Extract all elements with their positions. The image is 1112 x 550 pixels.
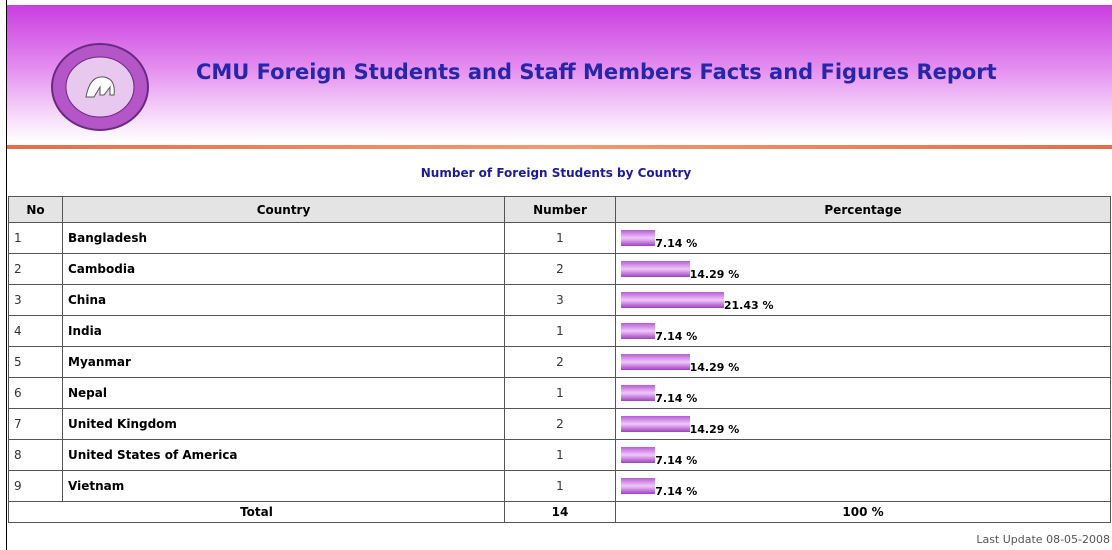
table-row: 2 Cambodia 2 14.29 %	[8, 253, 1111, 285]
divider	[7, 145, 1112, 149]
student-count: 1	[504, 222, 616, 254]
percentage-cell: 21.43 %	[615, 284, 1111, 316]
percentage-label: 7.14 %	[655, 454, 698, 467]
total-row: Total 14 100 %	[8, 501, 1111, 523]
student-count: 1	[504, 315, 616, 347]
banner	[7, 5, 1112, 143]
report-title: CMU Foreign Students and Staff Members F…	[196, 60, 997, 84]
row-number: 6	[8, 377, 63, 409]
table-row: 7 United Kingdom 2 14.29 %	[8, 408, 1111, 440]
row-number: 3	[8, 284, 63, 316]
percentage-bar	[621, 416, 690, 432]
row-number: 1	[8, 222, 63, 254]
total-label: Total	[8, 501, 505, 523]
percentage-label: 7.14 %	[655, 485, 698, 498]
table-row: 8 United States of America 1 7.14 %	[8, 439, 1111, 471]
table-row: 9 Vietnam 1 7.14 %	[8, 470, 1111, 502]
percentage-cell: 14.29 %	[615, 346, 1111, 378]
row-number: 9	[8, 470, 63, 502]
percentage-label: 14.29 %	[689, 423, 740, 436]
column-header: Number	[504, 196, 616, 223]
percentage-bar	[621, 261, 690, 277]
last-update: Last Update 08-05-2008	[976, 533, 1110, 546]
percentage-label: 7.14 %	[655, 330, 698, 343]
column-header: Percentage	[615, 196, 1111, 223]
percentage-cell: 7.14 %	[615, 470, 1111, 502]
table-row: 1 Bangladesh 1 7.14 %	[8, 222, 1111, 254]
country: China	[62, 284, 505, 316]
percentage-bar	[621, 385, 656, 401]
percentage-label: 14.29 %	[689, 361, 740, 374]
student-count: 3	[504, 284, 616, 316]
country: United States of America	[62, 439, 505, 471]
percentage-bar	[621, 230, 656, 246]
student-count: 1	[504, 439, 616, 471]
student-count: 2	[504, 408, 616, 440]
student-count: 2	[504, 253, 616, 285]
percentage-label: 7.14 %	[655, 237, 698, 250]
country: India	[62, 315, 505, 347]
percentage-bar	[621, 292, 724, 308]
student-count: 2	[504, 346, 616, 378]
country: Myanmar	[62, 346, 505, 378]
table-title: Number of Foreign Students by Country	[420, 166, 692, 180]
row-number: 4	[8, 315, 63, 347]
student-count: 1	[504, 377, 616, 409]
table-row: 6 Nepal 1 7.14 %	[8, 377, 1111, 409]
percentage-label: 21.43 %	[723, 299, 774, 312]
percentage-bar	[621, 323, 656, 339]
country: Bangladesh	[62, 222, 505, 254]
table-row: 5 Myanmar 2 14.29 %	[8, 346, 1111, 378]
percentage-cell: 7.14 %	[615, 439, 1111, 471]
column-header: Country	[62, 196, 505, 223]
percentage-label: 7.14 %	[655, 392, 698, 405]
row-number: 8	[8, 439, 63, 471]
country: United Kingdom	[62, 408, 505, 440]
header-row: No Country Number Percentage	[8, 196, 1111, 223]
percentage-bar	[621, 447, 656, 463]
percentage-cell: 7.14 %	[615, 222, 1111, 254]
percentage-label: 14.29 %	[689, 268, 740, 281]
table-row: 4 India 1 7.14 %	[8, 315, 1111, 347]
percentage-cell: 7.14 %	[615, 377, 1111, 409]
total-number: 14	[504, 501, 616, 523]
data-table: No Country Number Percentage 1 Bangladesh 1 7.…	[8, 196, 1111, 523]
percentage-cell: 14.29 %	[615, 253, 1111, 285]
row-number: 5	[8, 346, 63, 378]
country: Nepal	[62, 377, 505, 409]
column-header: No	[8, 196, 63, 223]
percentage-bar	[621, 478, 656, 494]
row-number: 2	[8, 253, 63, 285]
student-count: 1	[504, 470, 616, 502]
border	[6, 0, 7, 550]
row-number: 7	[8, 408, 63, 440]
table-row: 3 China 3 21.43 %	[8, 284, 1111, 316]
percentage-cell: 14.29 %	[615, 408, 1111, 440]
percentage-bar	[621, 354, 690, 370]
total-percentage: 100 %	[615, 501, 1111, 523]
percentage-cell: 7.14 %	[615, 315, 1111, 347]
country: Vietnam	[62, 470, 505, 502]
country: Cambodia	[62, 253, 505, 285]
logo	[51, 43, 149, 131]
